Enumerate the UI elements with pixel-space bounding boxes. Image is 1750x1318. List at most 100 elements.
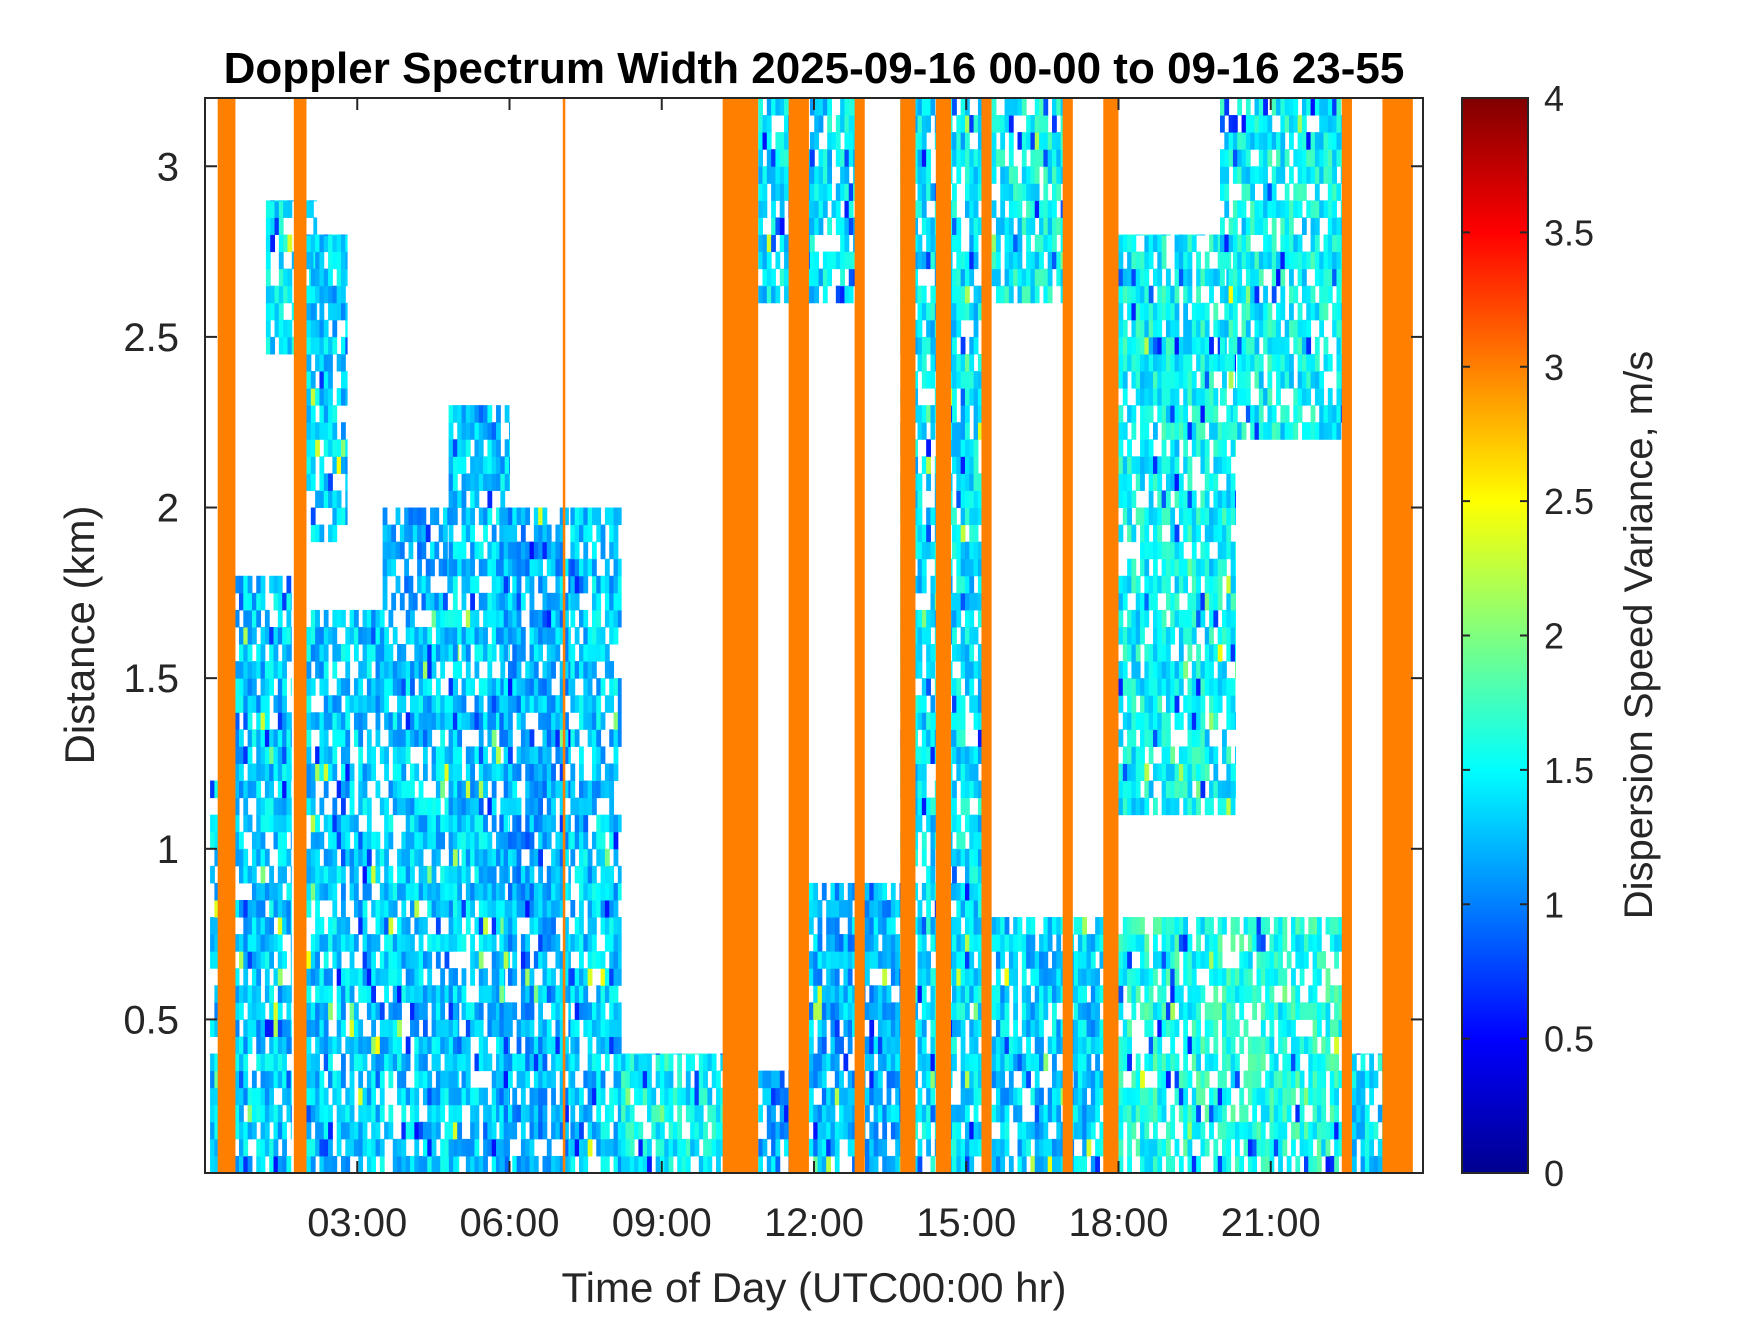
heatmap-cell bbox=[775, 98, 781, 116]
heatmap-cell bbox=[461, 405, 467, 423]
heatmap-cell bbox=[895, 1087, 901, 1106]
heatmap-cell bbox=[260, 934, 266, 952]
heatmap-cell bbox=[913, 644, 919, 662]
heatmap-cell bbox=[239, 780, 244, 799]
heatmap-cell bbox=[621, 1053, 626, 1055]
heatmap-cell bbox=[414, 917, 420, 935]
heatmap-cell bbox=[234, 831, 240, 850]
heatmap-cell bbox=[921, 166, 927, 184]
heatmap-cell bbox=[1034, 234, 1040, 253]
heatmap-cell bbox=[310, 319, 316, 338]
heatmap-cell bbox=[319, 456, 325, 474]
heatmap-cell bbox=[470, 899, 475, 918]
heatmap-cell bbox=[214, 1087, 220, 1106]
heatmap-cell bbox=[609, 609, 615, 628]
heatmap-cell bbox=[1000, 985, 1006, 1003]
heatmap-cell bbox=[392, 1036, 398, 1055]
heatmap-cell bbox=[465, 644, 471, 662]
heatmap-cell bbox=[247, 712, 253, 730]
heatmap-cell bbox=[574, 814, 580, 833]
heatmap-cell bbox=[642, 1087, 648, 1106]
heatmap-cell bbox=[328, 234, 333, 236]
heatmap-cell bbox=[587, 968, 593, 986]
heatmap-cell bbox=[410, 934, 415, 952]
heatmap-cell bbox=[604, 1121, 610, 1140]
heatmap-cell bbox=[384, 1019, 389, 1037]
heatmap-cell bbox=[452, 1002, 458, 1020]
heatmap-cell bbox=[345, 371, 348, 389]
heatmap-cell bbox=[613, 592, 619, 611]
heatmap-cell bbox=[283, 268, 288, 287]
heatmap-cell bbox=[496, 626, 501, 645]
heatmap-cell bbox=[559, 609, 565, 628]
heatmap-cell bbox=[529, 558, 535, 577]
heatmap-cell bbox=[264, 729, 270, 747]
heatmap-cell bbox=[546, 899, 552, 918]
heatmap-cell bbox=[375, 1104, 381, 1123]
heatmap-cell bbox=[273, 695, 279, 713]
heatmap-cell bbox=[1000, 1087, 1006, 1106]
heatmap-cell bbox=[617, 968, 622, 986]
heatmap-cell bbox=[483, 968, 488, 986]
heatmap-cell bbox=[766, 1087, 772, 1106]
heatmap-cell bbox=[964, 558, 970, 577]
heatmap-cell bbox=[1017, 132, 1023, 150]
heatmap-cell bbox=[1013, 166, 1019, 184]
heatmap-cell bbox=[930, 712, 936, 730]
heatmap-cell bbox=[1000, 1155, 1006, 1173]
heatmap-cell bbox=[559, 695, 565, 713]
heatmap-cell bbox=[574, 695, 580, 713]
heatmap-cell bbox=[457, 422, 463, 440]
heatmap-cell bbox=[474, 780, 480, 799]
heatmap-cell bbox=[251, 882, 257, 901]
heatmap-cell bbox=[886, 1087, 892, 1106]
heatmap-cell bbox=[323, 1036, 329, 1055]
heatmap-cell bbox=[587, 1138, 593, 1157]
heatmap-cell bbox=[677, 1087, 683, 1106]
heatmap-cell bbox=[638, 1053, 644, 1055]
heatmap-cell bbox=[397, 780, 402, 799]
heatmap-cell bbox=[651, 1053, 657, 1055]
heatmap-cell bbox=[596, 524, 602, 543]
heatmap-cell bbox=[269, 797, 275, 816]
heatmap-cell bbox=[956, 917, 962, 935]
heatmap-cell bbox=[366, 882, 372, 901]
heatmap-cell bbox=[264, 661, 270, 679]
heatmap-cell bbox=[917, 1138, 923, 1157]
heatmap-cell bbox=[306, 422, 312, 440]
heatmap-cell bbox=[256, 592, 262, 611]
heatmap-cell bbox=[503, 507, 509, 526]
heatmap-cell bbox=[625, 1053, 631, 1072]
heatmap-cell bbox=[583, 678, 589, 696]
heatmap-cell bbox=[210, 1121, 215, 1140]
heatmap-cell bbox=[813, 968, 819, 986]
heatmap-cell bbox=[952, 1104, 957, 1123]
heatmap-cell bbox=[1008, 285, 1014, 304]
heatmap-cell bbox=[431, 746, 437, 764]
heatmap-cell bbox=[319, 968, 325, 986]
heatmap-cell bbox=[465, 746, 471, 764]
heatmap-cell bbox=[310, 1087, 316, 1106]
heatmap-cell bbox=[1013, 98, 1019, 116]
heatmap-cell bbox=[478, 592, 484, 611]
heatmap-cell bbox=[520, 592, 526, 611]
heatmap-cell bbox=[1000, 132, 1006, 150]
heatmap-cell bbox=[969, 1053, 975, 1072]
heatmap-cell bbox=[332, 695, 338, 713]
heatmap-cell bbox=[516, 763, 522, 782]
heatmap-cell bbox=[826, 985, 831, 1003]
heatmap-cell bbox=[375, 695, 381, 713]
heatmap-cell bbox=[546, 695, 552, 713]
heatmap-cell bbox=[478, 473, 484, 491]
heatmap-cell bbox=[470, 1019, 475, 1037]
heatmap-cell bbox=[371, 1104, 377, 1123]
heatmap-cell bbox=[452, 490, 458, 509]
heatmap-cell bbox=[956, 422, 962, 440]
heatmap-cell bbox=[973, 388, 979, 406]
heatmap-cell bbox=[568, 1019, 571, 1037]
heatmap-cell bbox=[973, 371, 979, 389]
heatmap-cell bbox=[973, 899, 979, 918]
heatmap-cell bbox=[921, 200, 927, 218]
heatmap-cell bbox=[384, 1036, 389, 1055]
heatmap-cell bbox=[422, 1053, 428, 1072]
